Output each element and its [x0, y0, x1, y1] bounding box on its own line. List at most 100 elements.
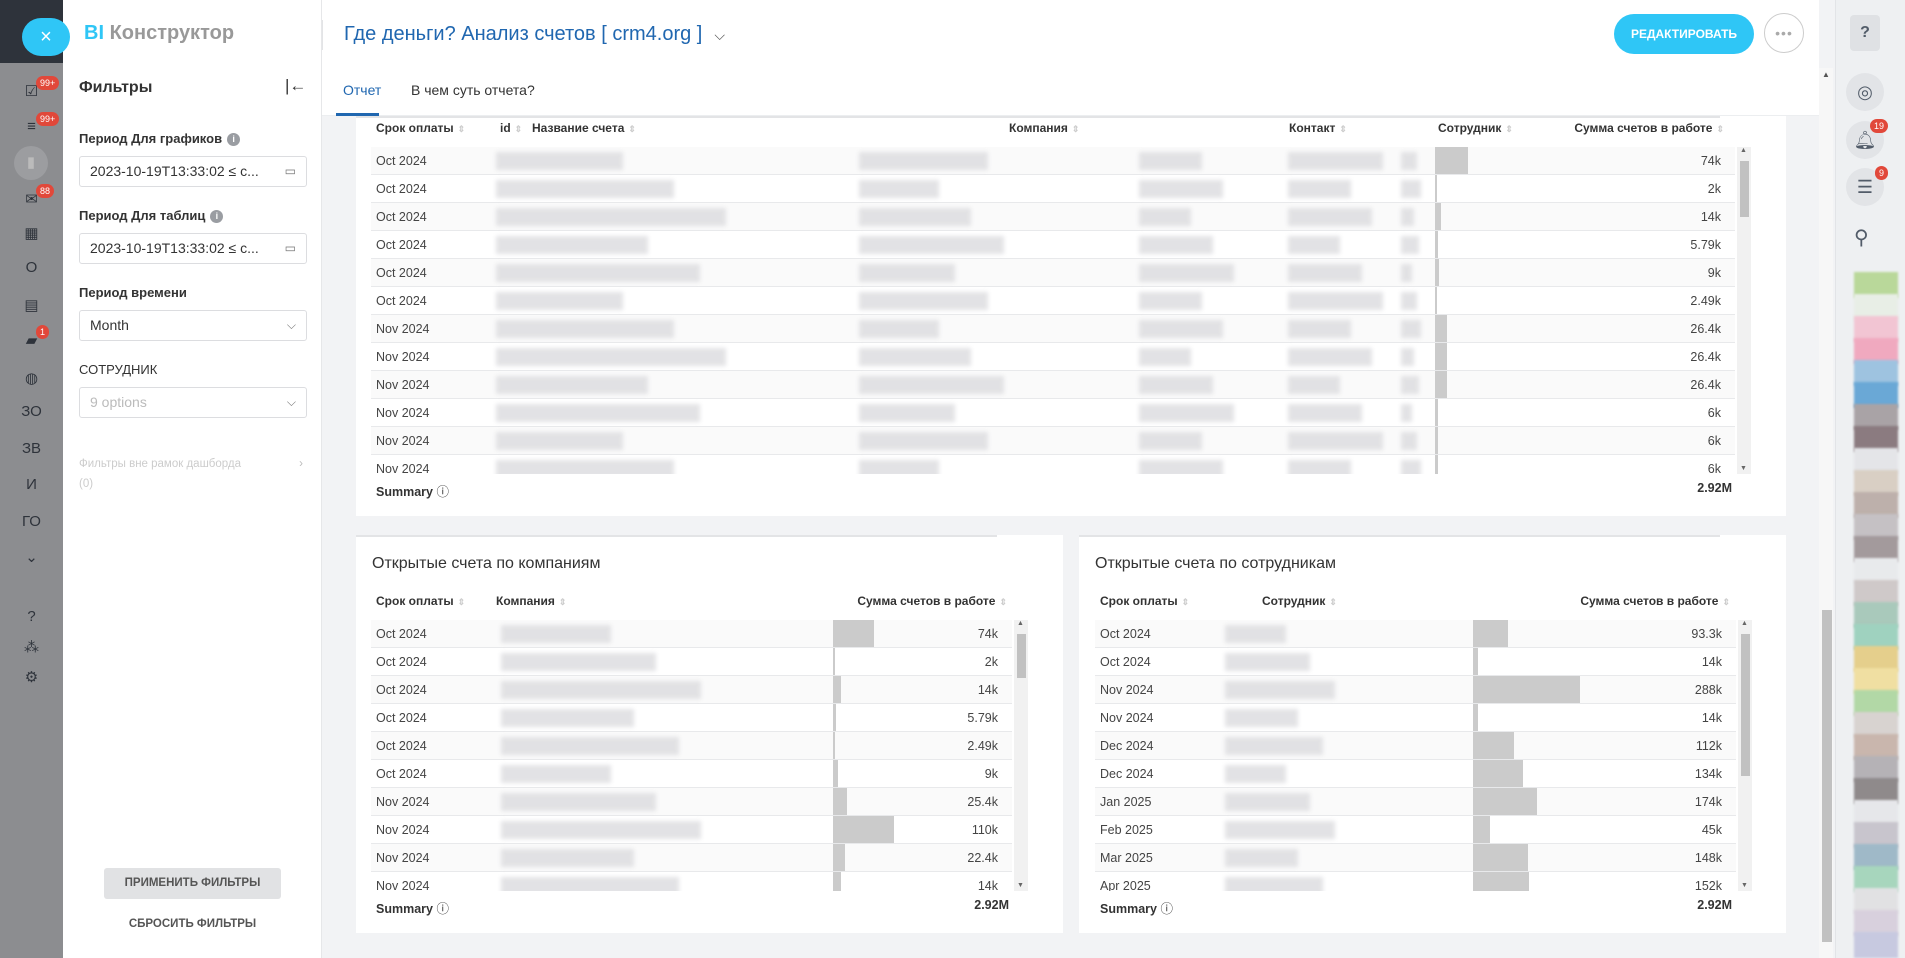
zo-icon[interactable]: ЗО	[0, 403, 63, 420]
avatar[interactable]	[1854, 756, 1898, 782]
avatar[interactable]	[1854, 426, 1898, 452]
calendar-icon[interactable]: ▦	[0, 224, 63, 242]
avatar[interactable]	[1854, 316, 1898, 342]
bell-icon[interactable]: 🔔︎ 19	[1846, 119, 1888, 159]
table-row[interactable]: Nov 2024 288k	[1095, 676, 1736, 704]
sort-icon[interactable]: ⇕	[514, 124, 523, 134]
table-row[interactable]: Nov 2024 26.4k	[371, 371, 1735, 399]
sort-icon[interactable]: ⇕	[1339, 124, 1347, 134]
sort-icon[interactable]: ⇕	[1716, 124, 1724, 134]
collapse-filters-icon[interactable]: |←	[285, 76, 307, 95]
more-down-icon[interactable]: ⌄	[0, 548, 63, 566]
avatar[interactable]	[1854, 448, 1898, 474]
period-tables-input[interactable]: 2023-10-19T13:33:02 ≤ c... ▭	[79, 233, 307, 264]
table-row[interactable]: Oct 2024 2k	[371, 175, 1735, 203]
avatar[interactable]	[1854, 690, 1898, 716]
table-row[interactable]: Jan 2025 174k	[1095, 788, 1736, 816]
copilot-icon[interactable]: ◎	[1846, 73, 1884, 111]
table-row[interactable]: Apr 2025 152k	[1095, 872, 1736, 891]
messages-icon[interactable]: ☰ 9	[1846, 166, 1888, 206]
table-row[interactable]: Oct 2024 2.49k	[371, 287, 1735, 315]
sort-icon[interactable]: ⇕	[628, 124, 636, 134]
scrollbar-thumb[interactable]	[1740, 161, 1749, 217]
table-row[interactable]: Oct 2024 74k	[371, 620, 1012, 648]
avatar[interactable]	[1854, 558, 1898, 584]
scroll-up-icon[interactable]: ▲	[1740, 147, 1747, 154]
avatar[interactable]	[1854, 514, 1898, 540]
table-row[interactable]: Oct 2024 93.3k	[1095, 620, 1736, 648]
sort-icon[interactable]: ⇕	[457, 597, 466, 607]
table-row[interactable]: Nov 2024 26.4k	[371, 343, 1735, 371]
table-row[interactable]: Oct 2024 2.49k	[371, 732, 1012, 760]
avatar[interactable]	[1854, 866, 1898, 892]
scrollbar-thumb[interactable]	[1741, 634, 1750, 776]
avatar[interactable]	[1854, 404, 1898, 430]
o-icon[interactable]: О	[0, 259, 63, 276]
table-row[interactable]: Nov 2024 25.4k	[371, 788, 1012, 816]
avatar[interactable]	[1854, 932, 1898, 958]
avatar[interactable]	[1854, 888, 1898, 914]
table-row[interactable]: Nov 2024 6k	[371, 399, 1735, 427]
column-header[interactable]: Сотрудник ⇕	[1262, 594, 1337, 608]
table-row[interactable]: Oct 2024 14k	[1095, 648, 1736, 676]
scroll-down-icon[interactable]: ▼	[1740, 465, 1747, 472]
chat-icon[interactable]: ▰ 1	[0, 325, 63, 349]
robot-icon[interactable]: ◍	[0, 369, 63, 387]
table-scrollbar[interactable]: ▲ ▼	[1737, 147, 1751, 474]
avatar[interactable]	[1854, 800, 1898, 826]
table-row[interactable]: Nov 2024 6k	[371, 455, 1735, 474]
avatar[interactable]	[1854, 536, 1898, 562]
avatar[interactable]	[1854, 602, 1898, 628]
table-row[interactable]: Nov 2024 110k	[371, 816, 1012, 844]
apply-filters-button[interactable]: ПРИМЕНИТЬ ФИЛЬТРЫ	[104, 868, 281, 899]
column-header[interactable]: Компания ⇕	[496, 594, 566, 608]
table-row[interactable]: Dec 2024 112k	[1095, 732, 1736, 760]
filter-icon[interactable]: ≡ 99+	[0, 112, 63, 135]
scrollbar-thumb[interactable]	[1822, 610, 1832, 942]
structure-icon[interactable]: ⁂	[0, 638, 63, 656]
table-row[interactable]: Oct 2024 5.79k	[371, 704, 1012, 732]
column-header[interactable]: Сотрудник ⇕	[1438, 121, 1513, 135]
avatar[interactable]	[1854, 382, 1898, 408]
scroll-up-icon[interactable]: ▲	[1822, 70, 1830, 79]
table-row[interactable]: Oct 2024 9k	[371, 760, 1012, 788]
sort-icon[interactable]: ⇕	[457, 124, 466, 134]
table-row[interactable]: Oct 2024 2k	[371, 648, 1012, 676]
column-header[interactable]: Компания ⇕	[1009, 121, 1079, 135]
table-row[interactable]: Feb 2025 45k	[1095, 816, 1736, 844]
avatar[interactable]	[1854, 734, 1898, 760]
table-row[interactable]: Oct 2024 14k	[371, 676, 1012, 704]
avatar[interactable]	[1854, 668, 1898, 694]
table-row[interactable]: Nov 2024 22.4k	[371, 844, 1012, 872]
column-header[interactable]: Сумма счетов в работе ⇕	[857, 594, 1007, 608]
column-header[interactable]: Контакт ⇕	[1289, 121, 1347, 135]
avatar[interactable]	[1854, 778, 1898, 804]
more-button[interactable]: •••	[1764, 13, 1804, 53]
sort-icon[interactable]: ⇕	[558, 597, 567, 607]
table-row[interactable]: Nov 2024 14k	[1095, 704, 1736, 732]
go-icon[interactable]: ГО	[0, 513, 63, 530]
tab-about[interactable]: В чем суть отчета?	[411, 82, 535, 98]
column-header[interactable]: id ⇕	[500, 121, 522, 135]
help-icon[interactable]: ?	[1850, 15, 1880, 51]
main-scrollbar[interactable]: ▲	[1819, 68, 1833, 958]
mail-icon[interactable]: ✉ 88	[0, 184, 63, 208]
scroll-up-icon[interactable]: ▲	[1741, 620, 1748, 627]
edit-button[interactable]: РЕДАКТИРОВАТЬ	[1614, 14, 1754, 54]
table-scrollbar[interactable]: ▲ ▼	[1014, 620, 1028, 891]
period-charts-input[interactable]: 2023-10-19T13:33:02 ≤ c... ▭	[79, 156, 307, 187]
zv-icon[interactable]: ЗВ	[0, 440, 63, 457]
scroll-down-icon[interactable]: ▼	[1017, 882, 1024, 889]
tasks-icon[interactable]: ☑ 99+	[0, 76, 63, 100]
table-row[interactable]: Oct 2024 9k	[371, 259, 1735, 287]
info-icon[interactable]: ⓘ	[1156, 902, 1173, 916]
settings-icon[interactable]: ⚙	[0, 668, 63, 686]
info-icon[interactable]: ⓘ	[432, 902, 449, 916]
column-header[interactable]: Сумма счетов в работе ⇕	[1574, 121, 1724, 135]
sort-icon[interactable]: ⇕	[1329, 597, 1337, 607]
avatar[interactable]	[1854, 646, 1898, 672]
scroll-down-icon[interactable]: ▼	[1741, 882, 1748, 889]
info-icon[interactable]: ⓘ	[432, 485, 449, 499]
sort-icon[interactable]: ⇕	[1181, 597, 1190, 607]
column-header[interactable]: Срок оплаты ⇕	[1100, 594, 1189, 608]
